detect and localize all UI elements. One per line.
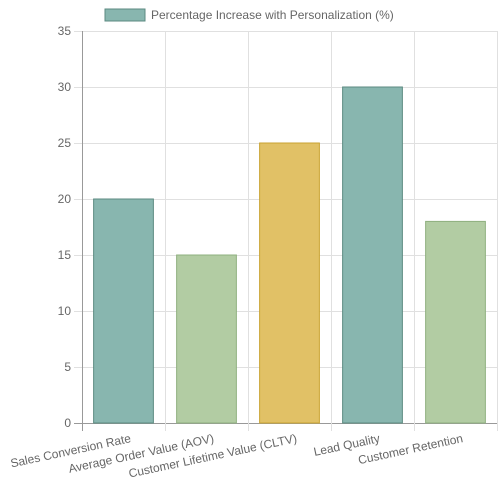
- y-tick-label: 15: [58, 248, 72, 262]
- y-tick-label: 0: [64, 416, 71, 430]
- y-tick-label: 25: [58, 136, 72, 150]
- bars: [93, 86, 486, 424]
- bar[interactable]: [259, 142, 320, 424]
- bar[interactable]: [342, 86, 403, 424]
- y-tick-label: 35: [58, 24, 72, 38]
- y-tick-label: 30: [58, 80, 72, 94]
- y-tick-label: 5: [64, 360, 71, 374]
- bar[interactable]: [425, 220, 486, 424]
- y-axis: 0 5 10 15 20 25 30 35: [58, 24, 72, 430]
- bar[interactable]: [93, 198, 154, 424]
- legend-swatch: [104, 8, 146, 22]
- y-tick-label: 20: [58, 192, 72, 206]
- legend-label: Percentage Increase with Personalization…: [151, 8, 394, 22]
- y-tick-label: 10: [58, 304, 72, 318]
- bar[interactable]: [176, 254, 237, 424]
- legend[interactable]: Percentage Increase with Personalization…: [104, 8, 394, 22]
